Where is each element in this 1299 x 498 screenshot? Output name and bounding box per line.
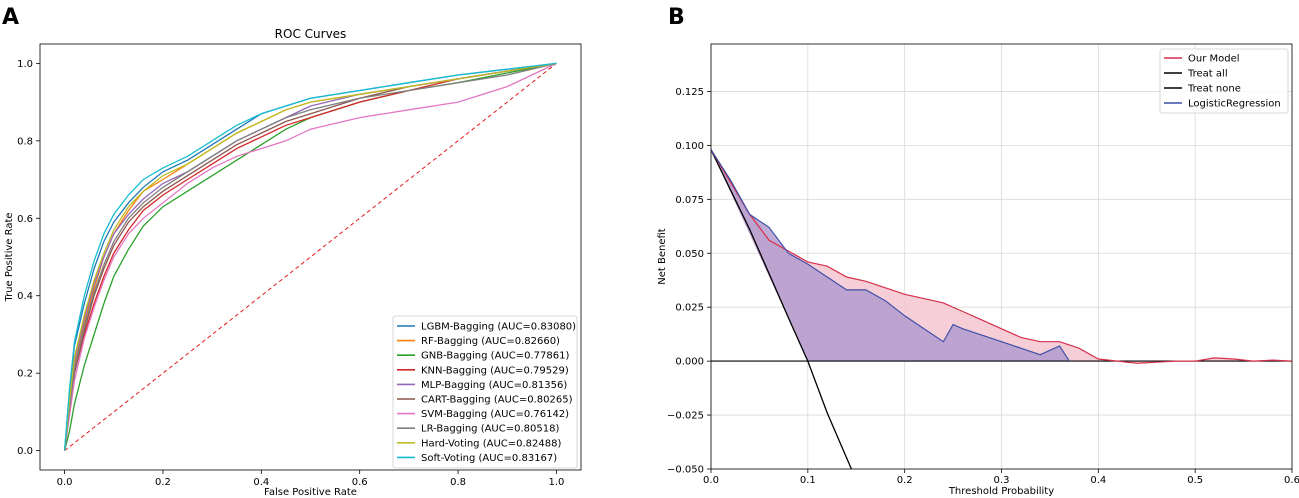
legend-entry: KNN-Bagging (AUC=0.79529) [421,365,569,376]
roc-line-soft-voting [63,62,557,451]
y-tick-label: 1.0 [17,59,33,70]
y-tick-label: 0.125 [675,87,704,98]
roc-plot-area: 0.0 0.2 0.4 0.6 0.8 1.0 0.0 0.2 0.4 0.6 0.8 1.0 [17,43,582,488]
logistic-regression-area [711,149,1070,362]
chance-line [64,62,557,452]
legend-entry: CART-Bagging (AUC=0.80265) [421,395,573,406]
x-tick-label: 0.5 [1187,475,1203,486]
roc-legend-box [392,315,578,469]
decision-curve-chart: Threshold Probability Net Benefit 0.0 0.1… [657,43,1299,497]
x-tick-label: 0.6 [1284,475,1299,486]
roc-line-svm-bagging [63,62,557,451]
x-tick-label: 0.3 [994,475,1010,486]
y-tick-label: 0.0 [17,446,33,457]
roc-y-axis-label: True Positive Rate [4,212,15,302]
roc-line-cart-bagging [63,62,557,451]
x-tick-label: 0.4 [253,477,269,488]
panel-label-a: A [2,5,19,30]
y-tick-label: 0.8 [17,136,33,147]
x-tick-label: 0.4 [1090,475,1106,486]
x-tick-label: 0.6 [352,477,368,488]
panel-label-b: B [668,5,685,30]
y-tick-label: −0.050 [667,465,704,476]
x-tick-label: 0.8 [450,477,466,488]
legend-entry: LR-Bagging (AUC=0.80518) [421,424,559,435]
logistic-regression-line [711,149,1070,362]
legend-entry: MLP-Bagging (AUC=0.81356) [421,380,567,391]
legend-entry: LogisticRegression [1188,99,1281,110]
roc-line-lr-bagging [63,62,557,451]
roc-frame [39,43,582,471]
y-tick-label: 0.000 [675,357,704,368]
our-model-line [711,149,1292,364]
roc-line-knn-bagging [63,62,557,451]
dca-legend-box [1159,48,1289,114]
legend-entry: Our Model [1188,54,1240,65]
dca-x-axis-label: Threshold Probability [948,486,1054,497]
legend-entry: Hard-Voting (AUC=0.82488) [421,438,561,449]
legend-entry: SVM-Bagging (AUC=0.76142) [421,409,569,420]
y-tick-label: 0.025 [675,303,704,314]
y-tick-label: 0.075 [675,195,704,206]
x-tick-label: 1.0 [548,477,564,488]
treat-all-line [711,149,852,469]
y-tick-label: 0.4 [17,291,33,302]
y-tick-label: 0.100 [675,141,704,152]
legend-entry: Treat none [1187,84,1241,95]
y-tick-label: 0.2 [17,369,33,380]
y-tick-label: −0.025 [667,411,704,422]
x-tick-label: 0.1 [800,475,816,486]
roc-chart-title: ROC Curves [275,27,347,41]
y-tick-label: 0.6 [17,214,33,225]
dca-frame [710,43,1293,470]
legend-entry: GNB-Bagging (AUC=0.77861) [421,351,569,362]
roc-x-axis-label: False Positive Rate [264,487,357,498]
dca-plot-area: 0.0 0.1 0.2 0.3 0.4 0.5 0.6 −0.050 −0.025 0.000 0.… [667,43,1299,486]
legend-entry: Treat all [1187,69,1228,80]
dca-y-axis-label: Net Benefit [657,228,668,285]
dca-legend: Our Model Treat all Treat none LogisticRegr… [1159,48,1289,114]
x-tick-label: 0.2 [897,475,913,486]
legend-entry: LGBM-Bagging (AUC=0.83080) [421,322,576,333]
x-tick-label: 0.2 [155,477,171,488]
roc-legend: LGBM-Bagging (AUC=0.83080) RF-Bagging (AU… [392,315,578,469]
legend-entry: RF-Bagging (AUC=0.82660) [421,336,560,347]
x-tick-label: 0.0 [703,475,719,486]
legend-entry: Soft-Voting (AUC=0.83167) [421,453,557,464]
roc-chart: ROC Curves False Positive Rate True Posi… [4,27,582,498]
roc-line-hard-voting [63,62,557,451]
x-tick-label: 0.0 [57,477,73,488]
y-tick-label: 0.050 [675,249,704,260]
